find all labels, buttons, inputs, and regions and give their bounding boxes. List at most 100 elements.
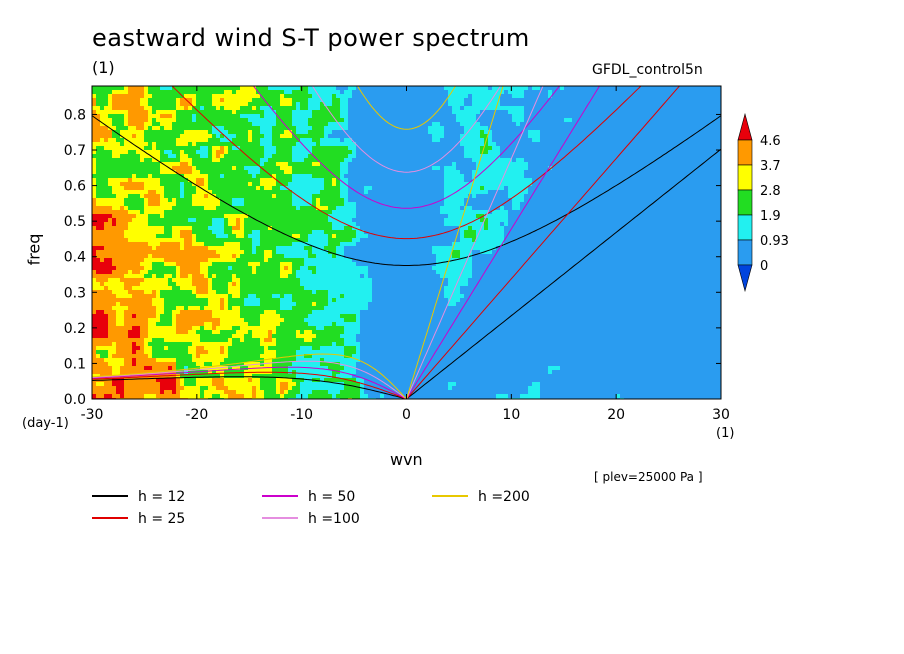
spectrum-cell [256, 130, 260, 134]
spectrum-cell [660, 146, 664, 150]
spectrum-cell [116, 86, 120, 90]
spectrum-cell [616, 130, 620, 134]
spectrum-cell [92, 174, 96, 178]
spectrum-cell [240, 206, 244, 210]
spectrum-cell [612, 194, 616, 198]
spectrum-cell [224, 138, 228, 142]
spectrum-cell [128, 122, 132, 126]
spectrum-cell [320, 94, 324, 98]
spectrum-cell [656, 86, 660, 90]
spectrum-cell [616, 194, 620, 198]
spectrum-cell [388, 158, 392, 162]
spectrum-cell [388, 114, 392, 118]
spectrum-cell [124, 90, 128, 94]
spectrum-cell [296, 150, 300, 154]
spectrum-cell [360, 126, 364, 130]
spectrum-cell [336, 194, 340, 198]
spectrum-cell [676, 102, 680, 106]
spectrum-cell [624, 122, 628, 126]
spectrum-cell [400, 106, 404, 110]
spectrum-cell [188, 178, 192, 182]
spectrum-cell [280, 206, 284, 210]
spectrum-cell [412, 94, 416, 98]
spectrum-cell [104, 158, 108, 162]
spectrum-cell [220, 190, 224, 194]
spectrum-cell [684, 110, 688, 114]
spectrum-cell [536, 118, 540, 122]
spectrum-cell [704, 150, 708, 154]
spectrum-cell [148, 146, 152, 150]
spectrum-cell [620, 162, 624, 166]
spectrum-cell [132, 166, 136, 170]
spectrum-cell [548, 122, 552, 126]
spectrum-cell [432, 98, 436, 102]
spectrum-cell [96, 202, 100, 206]
spectrum-cell [404, 142, 408, 146]
spectrum-cell [316, 142, 320, 146]
spectrum-cell [116, 130, 120, 134]
spectrum-cell [200, 162, 204, 166]
spectrum-cell [452, 202, 456, 206]
spectrum-cell [100, 150, 104, 154]
spectrum-cell [580, 154, 584, 158]
spectrum-cell [476, 194, 480, 198]
spectrum-cell [416, 94, 420, 98]
spectrum-cell [372, 162, 376, 166]
spectrum-cell [96, 102, 100, 106]
spectrum-cell [456, 174, 460, 178]
spectrum-cell [644, 158, 648, 162]
spectrum-cell [144, 98, 148, 102]
spectrum-cell [372, 142, 376, 146]
spectrum-cell [300, 186, 304, 190]
spectrum-cell [320, 154, 324, 158]
spectrum-cell [228, 202, 232, 206]
spectrum-cell [232, 118, 236, 122]
spectrum-cell [356, 170, 360, 174]
spectrum-cell [652, 110, 656, 114]
spectrum-cell [500, 154, 504, 158]
spectrum-cell [176, 186, 180, 190]
spectrum-cell [456, 162, 460, 166]
spectrum-cell [112, 150, 116, 154]
spectrum-cell [372, 182, 376, 186]
spectrum-cell [268, 122, 272, 126]
spectrum-cell [220, 110, 224, 114]
spectrum-cell [360, 118, 364, 122]
spectrum-cell [652, 194, 656, 198]
spectrum-cell [208, 130, 212, 134]
spectrum-cell [504, 178, 508, 182]
spectrum-cell [624, 118, 628, 122]
spectrum-cell [452, 170, 456, 174]
spectrum-cell [252, 126, 256, 130]
spectrum-cell [456, 150, 460, 154]
spectrum-cell [232, 178, 236, 182]
spectrum-cell [320, 130, 324, 134]
spectrum-cell [136, 86, 140, 90]
spectrum-cell [600, 102, 604, 106]
spectrum-cell [268, 154, 272, 158]
spectrum-cell [308, 138, 312, 142]
spectrum-cell [476, 126, 480, 130]
spectrum-cell [628, 158, 632, 162]
spectrum-cell [320, 178, 324, 182]
spectrum-cell [208, 90, 212, 94]
spectrum-cell [164, 114, 168, 118]
spectrum-cell [612, 174, 616, 178]
spectrum-cell [580, 166, 584, 170]
spectrum-cell [316, 146, 320, 150]
spectrum-cell [436, 178, 440, 182]
spectrum-cell [256, 150, 260, 154]
spectrum-cell [196, 178, 200, 182]
spectrum-cell [572, 118, 576, 122]
spectrum-cell [636, 118, 640, 122]
spectrum-cell [680, 130, 684, 134]
spectrum-cell [516, 146, 520, 150]
spectrum-cell [540, 150, 544, 154]
spectrum-cell [108, 114, 112, 118]
spectrum-cell [232, 162, 236, 166]
spectrum-cell [220, 186, 224, 190]
spectrum-cell [524, 158, 528, 162]
spectrum-cell [540, 110, 544, 114]
spectrum-cell [260, 210, 264, 214]
spectrum-cell [184, 162, 188, 166]
